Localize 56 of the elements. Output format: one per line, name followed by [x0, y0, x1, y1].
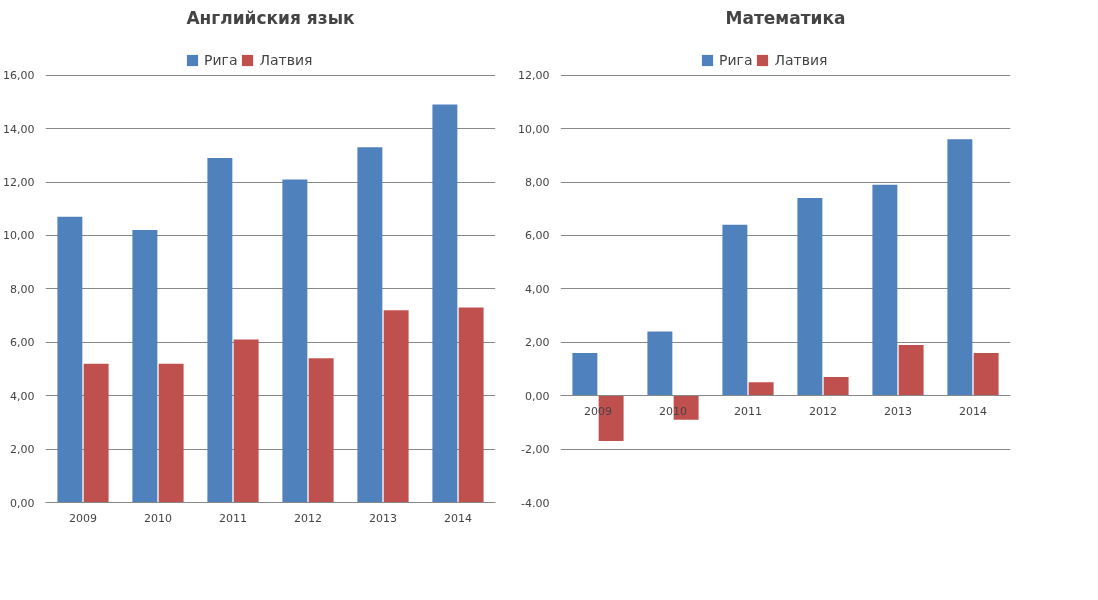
- y-tick-label: 2,00: [10, 443, 35, 457]
- bar: [823, 376, 849, 396]
- bar: [973, 352, 999, 396]
- bar: [207, 158, 233, 503]
- x-tick-label: 2011: [219, 511, 247, 525]
- bar: [57, 216, 83, 503]
- x-tick-label: 2013: [884, 404, 912, 418]
- bar: [797, 198, 823, 396]
- x-tick-label: 2010: [144, 511, 172, 525]
- y-tick-label: -2,00: [521, 443, 550, 457]
- legend-label: Рига: [719, 52, 753, 68]
- y-tick-label: 10,00: [3, 229, 35, 243]
- y-tick-label: 12,00: [3, 176, 35, 190]
- bar: [132, 230, 158, 503]
- legend-label: Латвия: [774, 52, 828, 68]
- bar: [83, 363, 109, 503]
- x-tick-label: 2011: [734, 404, 762, 418]
- bar: [572, 352, 598, 396]
- bar: [308, 358, 334, 503]
- x-tick-label: 2014: [444, 511, 472, 525]
- chart-title: Английския язык: [186, 7, 356, 28]
- y-tick-label: 14,00: [3, 122, 35, 136]
- y-tick-label: 8,00: [10, 282, 35, 296]
- y-tick-label: 2,00: [525, 336, 550, 350]
- x-tick-label: 2014: [959, 404, 987, 418]
- y-tick-label: 10,00: [518, 122, 550, 136]
- y-tick-label: 6,00: [10, 336, 35, 350]
- y-tick-label: 8,00: [525, 176, 550, 190]
- legend-label: Рига: [204, 52, 238, 68]
- y-tick-label: 16,00: [3, 69, 35, 83]
- bar: [647, 331, 673, 396]
- bar: [383, 310, 409, 503]
- x-tick-label: 2009: [69, 511, 97, 525]
- bar: [748, 382, 774, 396]
- bar: [458, 307, 484, 503]
- x-tick-label: 2012: [294, 511, 322, 525]
- bar: [158, 363, 184, 503]
- bar: [357, 147, 383, 503]
- bar: [432, 104, 458, 503]
- bar: [722, 224, 748, 396]
- bar: [947, 139, 973, 396]
- x-tick-label: 2012: [809, 404, 837, 418]
- y-tick-label: 6,00: [525, 229, 550, 243]
- y-tick-label: 4,00: [525, 282, 550, 296]
- y-tick-label: 4,00: [10, 389, 35, 403]
- bar: [872, 184, 898, 396]
- bar: [233, 339, 259, 503]
- x-tick-label: 2013: [369, 511, 397, 525]
- bar: [282, 179, 308, 503]
- chart-title: Математика: [725, 7, 846, 28]
- legend-label: Латвия: [259, 52, 313, 68]
- y-tick-label: 12,00: [518, 69, 550, 83]
- y-tick-label: -4,00: [521, 496, 550, 510]
- y-tick-label: 0,00: [525, 389, 550, 403]
- bar: [898, 344, 924, 396]
- y-tick-label: 0,00: [10, 496, 35, 510]
